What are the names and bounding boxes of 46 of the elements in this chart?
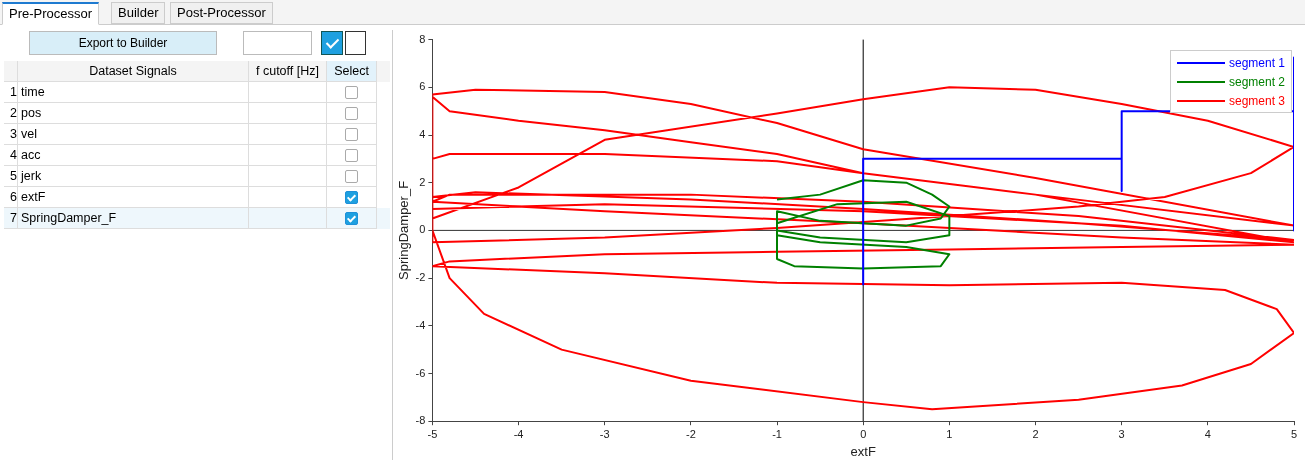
x-tick-label: 4 [1204, 427, 1211, 440]
text: Dataset Signals [18, 61, 249, 82]
text: Builder [111, 2, 166, 24]
x-tick-label: -2 [685, 427, 696, 440]
text: Select [327, 61, 377, 82]
y-tick-label: -6 [415, 366, 426, 379]
text: 3 [4, 124, 18, 145]
text: extF [18, 187, 249, 208]
x-tick-label: 3 [1118, 427, 1125, 440]
y-tick-label: -4 [415, 318, 426, 331]
y-tick-label: 0 [419, 223, 426, 236]
text: 6 [4, 187, 18, 208]
x-axis-title: extF [850, 443, 876, 459]
y-tick-label: 4 [419, 128, 426, 141]
text: 4 [4, 145, 18, 166]
x-tick-label: -5 [427, 427, 438, 440]
x-tick-label: -4 [513, 427, 524, 440]
text: Pre-Processor [2, 2, 100, 25]
text: time [18, 82, 249, 103]
legend-label: segment 3 [1228, 93, 1285, 108]
text: 2 [4, 103, 18, 124]
text: pos [18, 103, 249, 124]
x-tick-label: 5 [1290, 427, 1298, 440]
x-tick-label: 1 [946, 427, 953, 440]
x-tick-label: 0 [860, 427, 867, 440]
y-tick-label: 2 [419, 175, 426, 188]
text: Post-Processor [170, 2, 273, 24]
text: 7 [4, 208, 18, 229]
legend-label: segment 2 [1228, 74, 1285, 89]
y-tick-label: 8 [419, 32, 426, 45]
x-tick-label: -3 [599, 427, 610, 440]
text: SpringDamper_F [18, 208, 249, 229]
y-tick-label: -2 [415, 271, 426, 284]
text: vel [18, 124, 249, 145]
text: 1 [4, 82, 18, 103]
y-tick-label: 6 [419, 80, 426, 93]
text: f cutoff [Hz] [249, 61, 327, 82]
x-tick-label: -1 [772, 427, 782, 440]
x-tick-label: 2 [1032, 427, 1039, 440]
text: Export to Builder [29, 31, 217, 55]
y-axis-title: SpringDamper_F [396, 180, 412, 280]
legend-label: segment 1 [1228, 55, 1285, 70]
text: acc [18, 145, 249, 166]
y-tick-label: -8 [415, 414, 426, 427]
text: 5 [4, 166, 18, 187]
text: jerk [18, 166, 249, 187]
